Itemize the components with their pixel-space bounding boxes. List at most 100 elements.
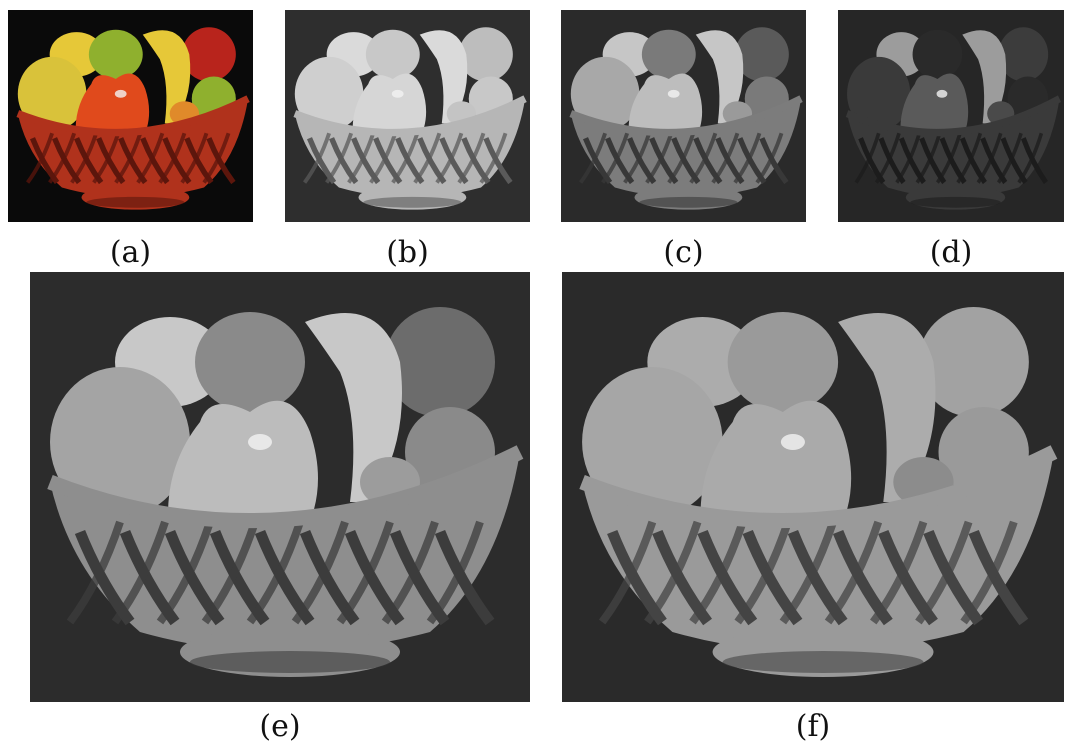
- basket-weave-gap: [915, 520, 973, 625]
- basket-foot-shadow: [910, 196, 1001, 208]
- basket-weave-gap: [381, 520, 439, 625]
- fruit-top: [727, 312, 839, 412]
- basket-weave-gap: [582, 137, 613, 185]
- basket-weave-gap: [413, 132, 442, 184]
- caption-f: (f): [795, 709, 831, 744]
- basket-picture: [285, 10, 530, 222]
- apple-left: [582, 367, 723, 517]
- basket-weave-gap: [184, 137, 214, 185]
- basket-foot-shadow: [86, 196, 185, 208]
- basket-weave-gap: [246, 520, 304, 625]
- basket-weave-gap: [1000, 137, 1028, 185]
- basket-weave-gap: [671, 137, 701, 185]
- fruit-top: [195, 312, 305, 412]
- fruit-top: [641, 29, 696, 80]
- basket-weave-gap: [96, 137, 126, 185]
- basket-weave-gap: [395, 137, 425, 185]
- banana: [419, 30, 468, 124]
- basket-weave-gap: [960, 520, 1018, 625]
- pepper: [700, 400, 852, 542]
- apple-back-right: [181, 27, 236, 82]
- basket-weave-gap: [325, 132, 354, 184]
- basket-weave-gap: [29, 137, 60, 185]
- apple-left: [847, 56, 911, 131]
- basket-weave-gap: [737, 137, 767, 185]
- pepper: [352, 73, 427, 144]
- basket-weave-gap: [874, 132, 901, 184]
- basket-foot-shadow: [363, 196, 462, 208]
- basket-weave-gap: [1021, 137, 1048, 185]
- basket-weave-gap: [180, 132, 209, 184]
- apple-back-right: [458, 27, 513, 82]
- basket-weave-gap: [878, 137, 906, 185]
- basket-weave-gap: [74, 137, 104, 185]
- basket-weave-gap: [439, 137, 469, 185]
- basket-weave-gap: [601, 132, 630, 184]
- banana: [305, 313, 402, 502]
- basket-weave-gap: [858, 137, 886, 185]
- basket-weave-gap: [915, 132, 942, 184]
- basket-weave-gap: [956, 132, 983, 184]
- basket-weave-gap: [693, 137, 723, 185]
- basket-weave-gap: [759, 137, 789, 185]
- basket-weave-gap: [779, 520, 837, 625]
- basket-rim: [16, 95, 250, 137]
- basket-weave-gap: [66, 520, 124, 625]
- basket-weave-gap: [939, 137, 967, 185]
- basket-weave-gap: [935, 132, 962, 184]
- basket-weave-gap: [391, 132, 420, 184]
- basket-weave-gap: [605, 137, 635, 185]
- pepper: [168, 400, 318, 542]
- basket-weave-gap: [435, 132, 464, 184]
- basket-weave-gap: [870, 520, 928, 625]
- apple-left: [570, 56, 640, 131]
- basket-rim: [47, 445, 524, 529]
- basket-weave-gap: [649, 137, 679, 185]
- basket-weave-gap: [598, 520, 657, 625]
- basket-weave-gap: [162, 137, 192, 185]
- panel-d-image: [838, 10, 1064, 222]
- basket-weave-gap: [689, 520, 747, 625]
- basket-weave-gap: [136, 132, 165, 184]
- basket-weave-gap: [351, 137, 381, 185]
- pepper-highlight: [780, 434, 805, 450]
- basket-weave-gap: [667, 132, 696, 184]
- basket-weave-gap: [623, 132, 652, 184]
- banana: [838, 313, 936, 502]
- basket-rim: [293, 95, 527, 137]
- basket-weave-gap: [303, 132, 331, 184]
- basket-weave-gap: [976, 132, 1003, 184]
- basket-picture: [562, 272, 1064, 702]
- caption-c: (c): [663, 235, 704, 270]
- basket-weave-gap: [369, 132, 398, 184]
- pepper: [628, 73, 703, 144]
- basket-weave-gap: [1017, 132, 1044, 184]
- basket-weave-gap: [347, 132, 376, 184]
- panel-c-image: [561, 10, 806, 222]
- basket-weave-gap: [898, 137, 926, 185]
- apple-back-right: [998, 27, 1049, 82]
- banana: [962, 30, 1007, 124]
- basket-weave-gap: [711, 132, 740, 184]
- banana: [142, 30, 191, 124]
- basket-weave-gap: [461, 137, 491, 185]
- basket-weave-gap: [111, 520, 169, 625]
- fruit-top: [365, 29, 420, 80]
- basket-weave-gap: [202, 132, 231, 184]
- basket-weave-gap: [373, 137, 403, 185]
- basket-weave-gap: [417, 137, 447, 185]
- caption-a: (a): [109, 235, 152, 270]
- basket-picture: [8, 10, 253, 222]
- basket-weave-gap: [70, 132, 99, 184]
- basket-foot-shadow: [722, 651, 924, 673]
- basket-foot-shadow: [190, 651, 390, 673]
- caption-b: (b): [386, 235, 429, 270]
- basket-weave-gap: [483, 137, 513, 185]
- apple-back-right: [385, 307, 495, 417]
- basket-foot-shadow: [639, 196, 738, 208]
- pepper-highlight: [114, 89, 127, 98]
- basket-weave-gap: [734, 520, 792, 625]
- basket-weave-gap: [824, 520, 883, 625]
- pepper-highlight: [936, 89, 948, 98]
- basket-weave-gap: [329, 137, 359, 185]
